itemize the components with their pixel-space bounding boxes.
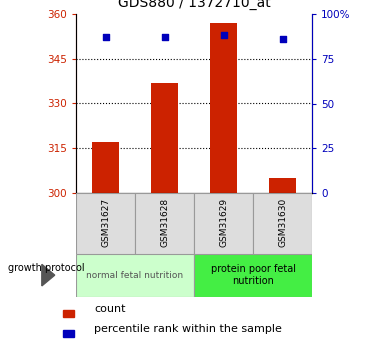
Bar xyxy=(194,254,312,297)
Bar xyxy=(76,254,194,297)
Bar xyxy=(92,142,119,193)
Bar xyxy=(194,193,253,254)
Text: GSM31627: GSM31627 xyxy=(101,198,110,247)
Bar xyxy=(269,178,296,193)
Bar xyxy=(63,310,74,317)
Text: percentile rank within the sample: percentile rank within the sample xyxy=(94,324,282,334)
Text: normal fetal nutrition: normal fetal nutrition xyxy=(87,270,184,280)
Polygon shape xyxy=(42,264,55,286)
Bar xyxy=(76,193,135,254)
Title: GDS880 / 1372710_at: GDS880 / 1372710_at xyxy=(118,0,270,10)
Text: growth protocol: growth protocol xyxy=(8,263,84,273)
Point xyxy=(103,34,109,40)
Text: protein poor fetal
nutrition: protein poor fetal nutrition xyxy=(211,264,296,286)
Point xyxy=(161,34,168,40)
Bar xyxy=(135,193,194,254)
Bar xyxy=(253,193,312,254)
Text: GSM31629: GSM31629 xyxy=(219,198,228,247)
Bar xyxy=(63,331,74,337)
Point xyxy=(279,36,285,42)
Text: GSM31628: GSM31628 xyxy=(160,198,169,247)
Bar xyxy=(151,82,178,193)
Text: count: count xyxy=(94,304,126,314)
Text: GSM31630: GSM31630 xyxy=(278,198,287,247)
Point xyxy=(220,32,227,38)
Bar xyxy=(210,23,237,193)
